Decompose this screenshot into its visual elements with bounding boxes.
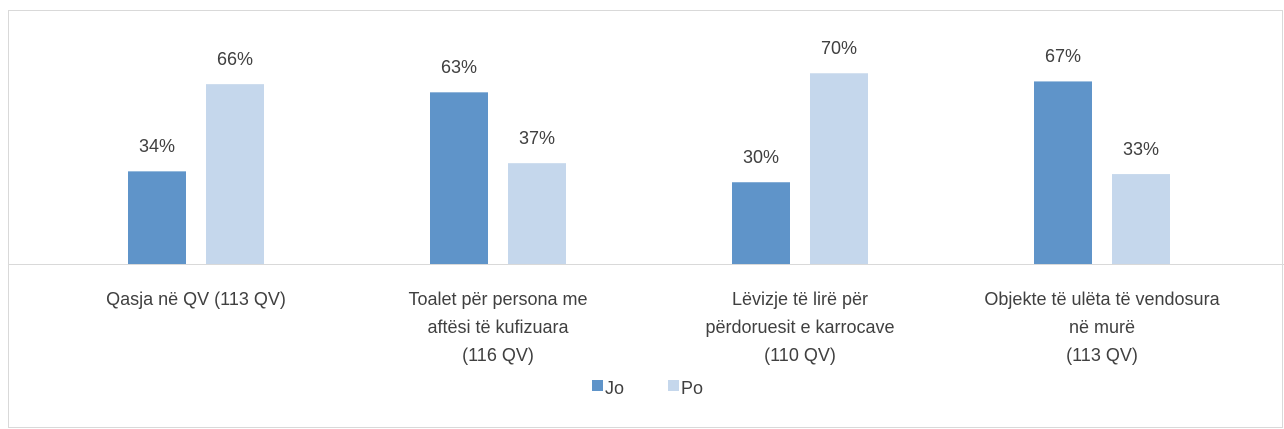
x-tick-label-line: përdoruesit e karrocave	[705, 317, 894, 337]
bar	[128, 171, 186, 264]
legend-swatch	[592, 380, 603, 391]
bar	[206, 84, 264, 265]
legend-label: Jo	[605, 378, 624, 398]
x-tick-label-line: Lëvizje të lirë për	[732, 289, 868, 309]
x-tick-label-line: në murë	[1069, 317, 1135, 337]
x-tick-label-line: Qasja në QV (113 QV)	[106, 289, 286, 309]
x-tick-label-line: Objekte të ulëta të vendosura	[984, 289, 1220, 309]
x-tick-label: Toalet për persona me aftësi të kufizuara…	[408, 289, 587, 365]
bar	[732, 182, 790, 264]
data-label: 67%	[1045, 46, 1081, 66]
bar	[508, 163, 566, 264]
x-tick-label: Objekte të ulëta të vendosura në murë (113…	[984, 289, 1220, 365]
bar	[430, 92, 488, 264]
x-tick-label: Qasja në QV (113 QV)	[106, 289, 286, 309]
bar	[1112, 174, 1170, 264]
data-label: 30%	[743, 147, 779, 167]
data-label: 63%	[441, 57, 477, 77]
legend-swatch	[668, 380, 679, 391]
x-tick-label-line: (116 QV)	[462, 345, 534, 365]
x-tick-label: Lëvizje të lirë për përdoruesit e karroca…	[705, 289, 894, 365]
legend-label: Po	[681, 378, 703, 398]
data-label: 34%	[139, 136, 175, 156]
x-tick-label-line: (110 QV)	[764, 345, 836, 365]
bar	[1034, 81, 1092, 264]
data-label: 37%	[519, 128, 555, 148]
x-tick-label-line: (113 QV)	[1066, 345, 1138, 365]
bar	[810, 73, 868, 264]
data-label: 33%	[1123, 139, 1159, 159]
data-label: 70%	[821, 38, 857, 58]
x-tick-label-line: Toalet për persona me	[408, 289, 587, 309]
x-tick-label-line: aftësi të kufizuara	[427, 317, 569, 337]
data-label: 66%	[217, 49, 253, 69]
